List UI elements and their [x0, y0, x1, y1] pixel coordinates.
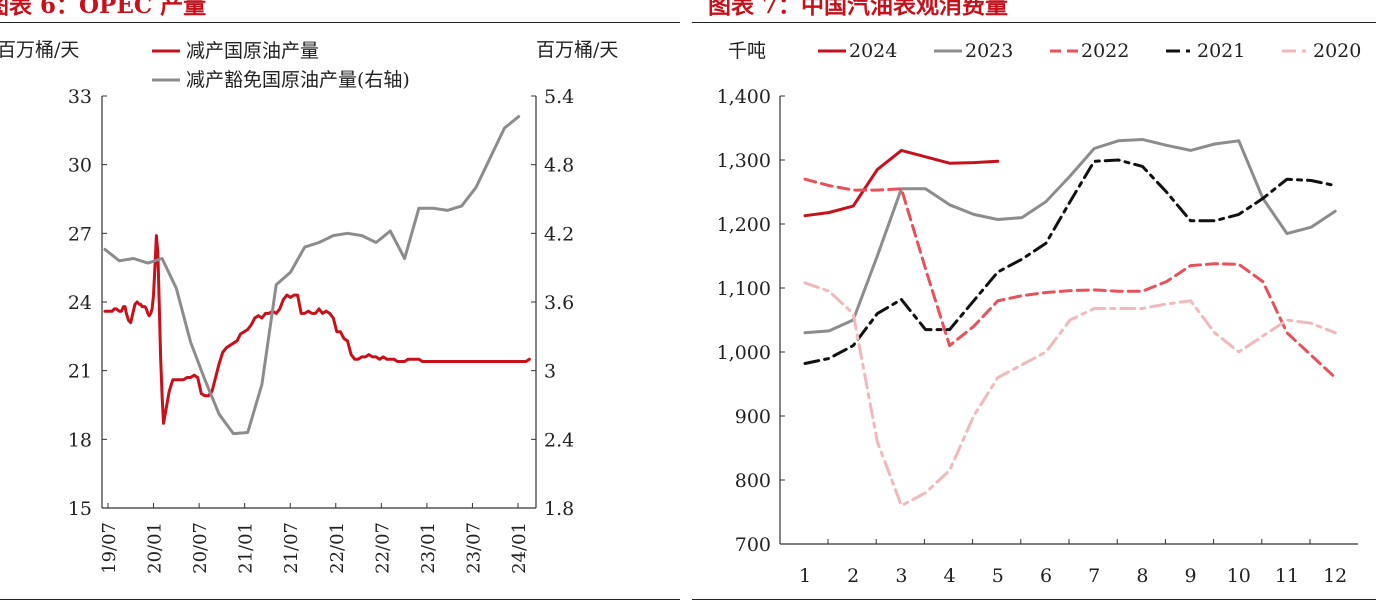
left-y-tick-label: 27	[68, 223, 92, 245]
bottom-rule	[0, 599, 680, 600]
x-tick-label: 3	[895, 565, 907, 587]
x-tick-label: 22/07	[372, 522, 393, 574]
y-tick-label: 700	[735, 534, 771, 556]
series-line-3	[803, 158, 1337, 365]
x-tick-label: 21/01	[236, 522, 257, 574]
x-tick-label: 8	[1136, 565, 1148, 587]
right-y-tick-label: 3	[544, 361, 556, 383]
y-tick-label: 800	[735, 470, 771, 492]
series-line-0	[803, 148, 1000, 218]
legend-label-series-0: 2024	[849, 40, 897, 62]
left-y-tick-label: 30	[68, 155, 92, 177]
bottom-rule	[692, 599, 1376, 600]
legend-label-series-0: 减产国原油产量	[186, 40, 319, 62]
x-tick-label: 4	[944, 565, 956, 587]
top-rule	[0, 22, 680, 23]
y-tick-label: 900	[735, 406, 771, 428]
x-tick-label: 20/07	[190, 522, 211, 574]
x-tick-label: 1	[799, 565, 811, 587]
y-tick-label: 1,100	[717, 278, 771, 300]
legend-label-series-2: 2022	[1081, 40, 1129, 62]
x-tick-label: 20/01	[145, 522, 166, 574]
x-tick-label: 7	[1088, 565, 1100, 587]
legend-label-series-1: 2023	[965, 40, 1013, 62]
left-y-tick-label: 24	[68, 292, 92, 314]
opec-chart-svg: 33 30 27 24 21 18 15 5.4 4.8 4.2 3.6 3 2.4 1.8 19/07 20…	[0, 39, 618, 574]
y-axis-unit: 千吨	[728, 40, 766, 62]
right-y-tick-label: 4.8	[544, 155, 574, 177]
x-tick-label: 11	[1275, 565, 1299, 587]
x-tick-label: 12	[1323, 565, 1347, 587]
x-tick-label: 5	[992, 565, 1004, 587]
series-line-1	[803, 138, 1337, 335]
left-y-tick-label: 18	[68, 429, 92, 451]
left-y-tick-label: 21	[68, 361, 92, 383]
right-y-tick-label: 3.6	[544, 292, 574, 314]
x-tick-label: 22/01	[327, 522, 348, 574]
series-line-0	[103, 234, 531, 425]
legend-label-series-4: 2020	[1313, 40, 1361, 62]
x-tick-label: 24/01	[509, 522, 530, 574]
right-y-tick-label: 4.2	[544, 223, 574, 245]
y-tick-label: 1,200	[717, 214, 771, 236]
series-line-1	[103, 115, 521, 436]
y-tick-label: 1,000	[717, 342, 771, 364]
left-y-tick-label: 15	[68, 498, 92, 520]
chart-title: 图表 6：OPEC 产量	[0, 0, 207, 19]
top-rule	[692, 22, 1376, 23]
x-tick-label: 21/07	[281, 522, 302, 574]
right-y-tick-label: 1.8	[544, 498, 574, 520]
left-axis-unit: 百万桶/天	[0, 39, 79, 61]
right-axis-unit: 百万桶/天	[536, 39, 618, 61]
legend-label-series-3: 2021	[1197, 40, 1245, 62]
x-tick-label: 9	[1185, 565, 1197, 587]
x-tick-label: 23/07	[463, 522, 484, 574]
chart-panel-opec: 图表 6：OPEC 产量 33 30 27 24 21 18 15 5.4 4.8 4.2 3.6 3…	[0, 0, 680, 603]
y-tick-label: 1,400	[717, 86, 771, 108]
chart-panel-gasoline: 图表 7：中国汽油表观消费量 1,400 1,300 1,200 1,100 1,000…	[692, 0, 1376, 603]
x-tick-label: 2	[847, 565, 859, 587]
series-line-4	[803, 281, 1337, 508]
right-y-tick-label: 5.4	[544, 86, 574, 108]
x-tick-label: 6	[1040, 565, 1052, 587]
chart-title: 图表 7：中国汽油表观消费量	[708, 0, 1009, 19]
y-tick-label: 1,300	[717, 150, 771, 172]
x-tick-label: 23/01	[418, 522, 439, 574]
left-y-tick-label: 33	[68, 86, 92, 108]
x-tick-label: 10	[1227, 565, 1251, 587]
x-tick-label: 19/07	[99, 522, 120, 574]
right-y-tick-label: 2.4	[544, 429, 574, 451]
legend-label-series-1: 减产豁免国原油产量(右轴)	[186, 69, 410, 91]
series-line-2	[803, 177, 1337, 380]
